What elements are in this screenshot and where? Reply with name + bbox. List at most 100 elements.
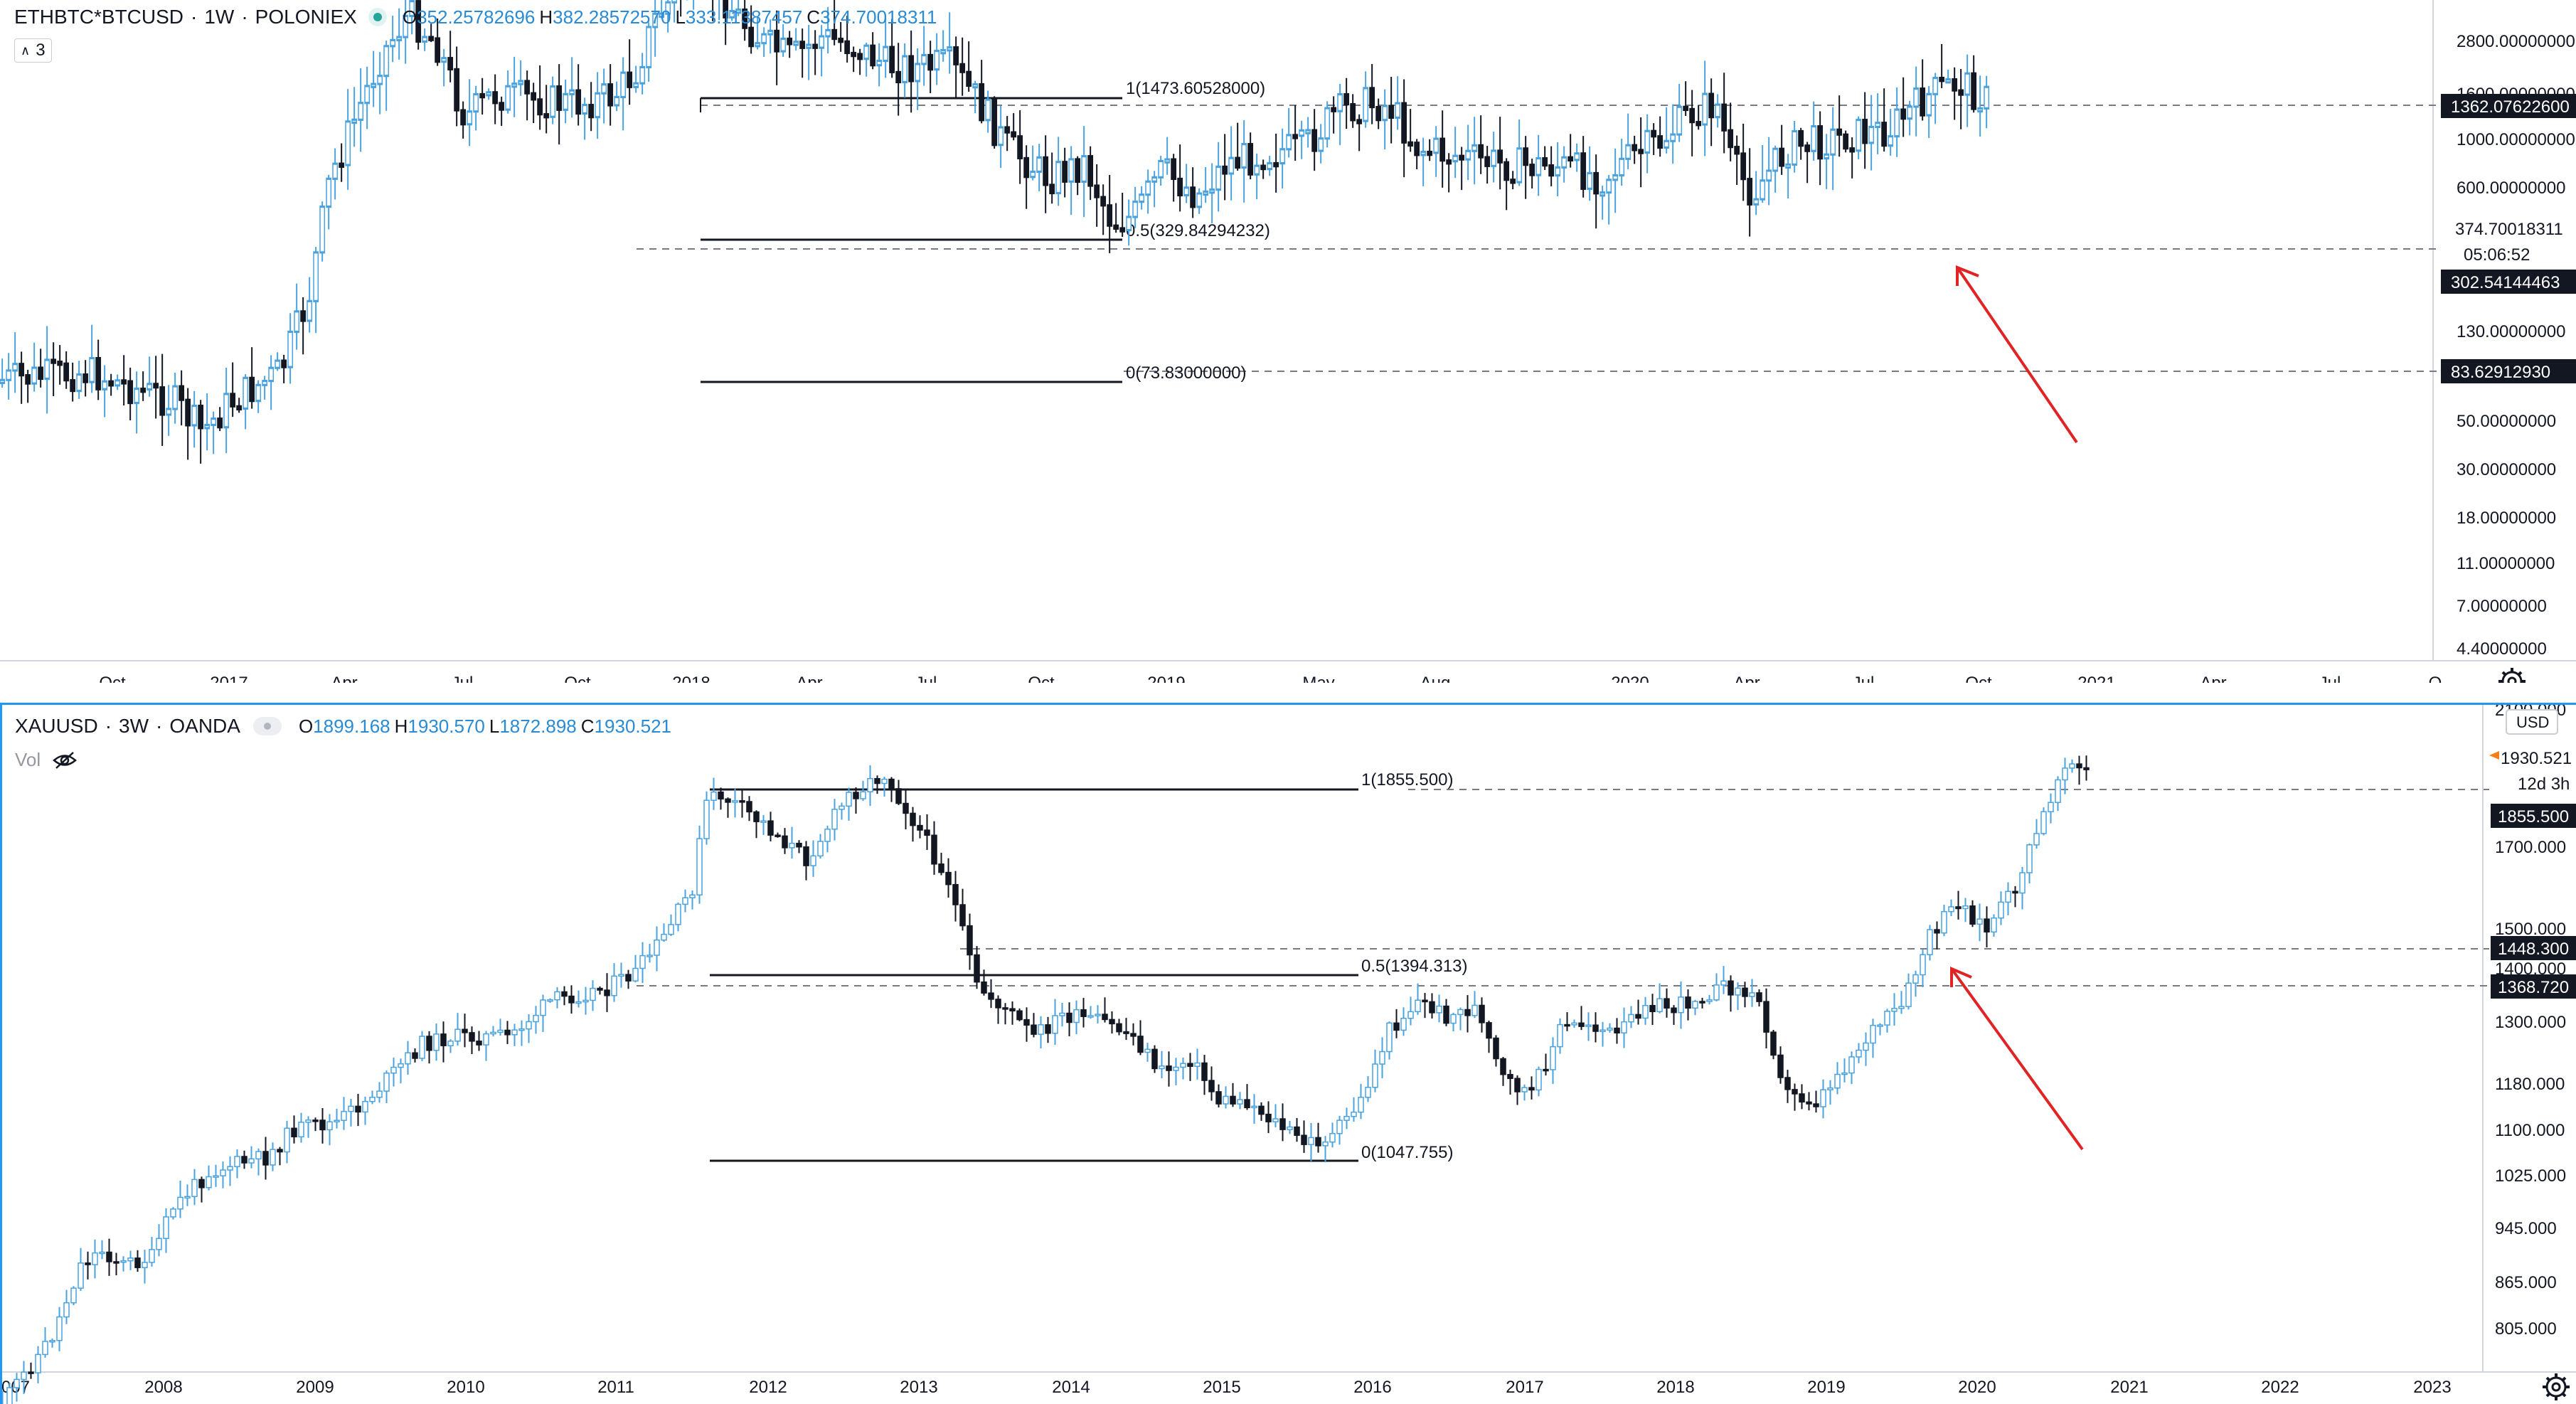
top-candle	[556, 85, 563, 111]
top-candle	[134, 388, 140, 405]
bottom-candle	[1564, 1023, 1570, 1027]
top-candle	[390, 38, 396, 48]
top-candle	[1049, 184, 1055, 195]
bottom-symbol[interactable]: XAUUSD	[15, 715, 98, 737]
top-symbol[interactable]: ETHBTC*BTCUSD	[14, 6, 184, 28]
eye-off-icon[interactable]	[52, 751, 78, 770]
top-candle	[819, 35, 825, 49]
bottom-fib-label-05: 0.5(1394.313)	[1361, 957, 1467, 976]
bottom-candle	[1820, 1089, 1826, 1107]
top-candle	[1030, 170, 1036, 179]
top-candle	[1939, 77, 1945, 83]
top-red-arrow-annotation[interactable]	[1956, 265, 2078, 444]
bottom-settings-gear-icon[interactable]	[2543, 1373, 2570, 1400]
top-chart-pane[interactable]: 2800.000000001600.000000001000.000000006…	[0, 0, 2576, 683]
top-candle	[1100, 196, 1107, 207]
top-candle	[1478, 144, 1484, 159]
bottom-candle	[1237, 1099, 1243, 1105]
bottom-currency-badge[interactable]: USD	[2506, 709, 2558, 735]
top-candle	[729, 9, 735, 18]
bottom-candle	[1244, 1099, 1250, 1109]
ohlc-key-H: H	[539, 6, 553, 28]
bottom-chart-pane[interactable]: 2100.0001700.0001500.0001400.0001300.000…	[0, 703, 2576, 1404]
ohlc-value-O: 1899.168	[313, 715, 390, 737]
top-candle	[351, 118, 358, 124]
top-candle	[1203, 190, 1209, 196]
svg-text:1448.300: 1448.300	[2498, 940, 2569, 959]
bottom-candle	[1151, 1048, 1158, 1070]
bottom-time-tick: 2013	[900, 1378, 937, 1397]
top-candle	[1094, 184, 1100, 198]
top-candle	[646, 26, 652, 69]
top-candle	[1804, 144, 1811, 152]
top-candle	[1497, 149, 1503, 164]
bottom-price-tick: 865.000	[2495, 1273, 2557, 1292]
bottom-candle	[248, 1158, 255, 1164]
bottom-candle	[355, 1105, 361, 1113]
bottom-interval[interactable]: 3W	[119, 715, 149, 737]
bottom-time-axis[interactable]: 0072008200920102011201220132014201520162…	[1, 1378, 2452, 1397]
bottom-candle	[1144, 1048, 1151, 1053]
top-candle	[159, 386, 166, 416]
top-candle	[243, 376, 249, 410]
bottom-candle	[1514, 1078, 1521, 1092]
bottom-candle	[227, 1166, 233, 1171]
top-candle	[108, 380, 115, 387]
top-interval[interactable]: 1W	[204, 6, 235, 28]
bottom-candle	[70, 1287, 77, 1304]
top-candle	[422, 36, 428, 43]
top-collapse-chip[interactable]: ∧ 3	[14, 38, 52, 63]
top-candle	[1324, 107, 1331, 140]
top-candle	[217, 418, 223, 429]
bottom-candle	[1941, 910, 1947, 934]
top-candle	[1465, 149, 1471, 161]
bottom-time-tick: 2020	[1958, 1378, 1996, 1397]
bottom-chart-canvas[interactable]: 2100.0001700.0001500.0001400.0001300.000…	[0, 703, 2576, 1404]
bottom-candle	[710, 791, 717, 801]
top-price-axis[interactable]: 2800.000000001600.000000001000.000000006…	[2457, 32, 2575, 659]
bottom-red-arrow-annotation[interactable]	[1950, 966, 2084, 1151]
bottom-price-axis[interactable]: 2100.0001700.0001500.0001400.0001300.000…	[2495, 703, 2566, 1339]
top-candle	[1183, 186, 1190, 197]
market-dot-icon	[368, 8, 387, 26]
top-candle	[1971, 72, 1977, 110]
top-candle	[1107, 204, 1113, 227]
top-candle	[0, 378, 6, 385]
bottom-time-tick: 2014	[1052, 1378, 1090, 1397]
ohlc-key-C: C	[807, 6, 821, 28]
bottom-candle	[1699, 1001, 1705, 1004]
bottom-candle	[383, 1072, 390, 1092]
top-chart-canvas[interactable]: 2800.000000001600.000000001000.000000006…	[0, 0, 2576, 683]
bottom-time-tick: 2019	[1807, 1378, 1845, 1397]
top-candle	[1798, 129, 1804, 147]
top-candle	[921, 53, 927, 65]
bottom-fib-label-1: 1(1855.500)	[1361, 770, 1453, 789]
top-candle	[1734, 146, 1740, 155]
top-candle	[1580, 152, 1587, 190]
bottom-candle	[334, 1120, 340, 1122]
top-candle	[409, 0, 415, 18]
top-price-countdown: 05:06:52	[2464, 245, 2530, 265]
bottom-candle	[2048, 802, 2054, 813]
bottom-candle	[1080, 1009, 1087, 1017]
bottom-candle	[1450, 1014, 1457, 1024]
top-candle	[1875, 122, 1881, 129]
bottom-candle	[995, 999, 1001, 1009]
top-candle	[1920, 87, 1926, 117]
bottom-candle	[312, 1120, 319, 1122]
top-settings-gear-icon[interactable]	[2498, 668, 2526, 683]
top-candle	[1235, 156, 1241, 169]
bottom-candlestick-series	[2, 755, 2090, 1404]
top-candle	[895, 70, 902, 84]
top-time-axis[interactable]: Oct 2017 Apr Jul Oct 2018 Apr Jul Oct 2019 May Aug 2…	[99, 674, 2442, 683]
top-price-label-low: 83.62912930	[2441, 359, 2576, 383]
bottom-candle	[1187, 1063, 1193, 1067]
bottom-candle	[696, 838, 703, 896]
top-candle	[998, 126, 1004, 147]
bottom-candle	[305, 1120, 312, 1123]
bottom-candle	[1877, 1024, 1883, 1027]
bottom-candle	[1607, 1027, 1613, 1031]
bottom-candle	[298, 1122, 304, 1138]
top-candle	[1068, 158, 1075, 183]
bottom-candle	[440, 1033, 447, 1046]
